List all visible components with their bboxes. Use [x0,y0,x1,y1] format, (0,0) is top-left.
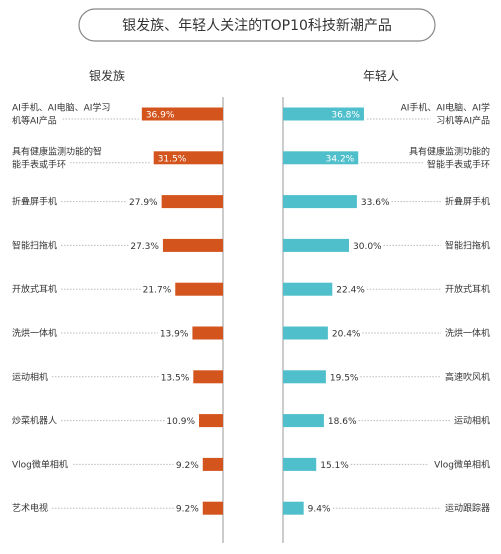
silver-category-10: 艺术电视 [12,502,48,514]
silver-category-2: 具有健康监测功能的智能手表或手环 [12,145,102,170]
silver-bar-3 [161,195,223,209]
young-bar-4 [283,238,349,252]
silver-value-label-10: 9.2% [176,505,199,515]
young-category-10: 运动跟踪器 [445,502,490,514]
young-bar-1 [283,107,364,121]
young-category-2: 具有健康监测功能的智能手表或手环 [409,145,490,170]
silver-value-label-5: 21.7% [143,286,172,296]
silver-bar-10 [202,501,223,515]
silver-bar-4 [162,238,223,252]
silver-value-label-6: 13.9% [160,330,189,340]
young-category-1: AI手机、AI电脑、AI学习机等AI产品 [401,102,490,127]
young-value-label-4: 30.0% [353,242,382,252]
young-bar-8 [283,414,324,428]
young-value-label-9: 15.1% [320,461,349,471]
silver-header: 银发族 [89,68,125,83]
young-category-3: 折叠屏手机 [445,196,490,208]
silver-category-9: Vlog微单相机 [12,458,68,470]
chart-title: 银发族、年轻人关注的TOP10科技新潮产品 [122,18,392,34]
young-bar-7 [283,370,326,384]
young-value-label-1: 36.8% [331,111,360,121]
young-bar-9 [283,457,317,471]
silver-bar-6 [192,326,223,340]
young-bar-10 [283,501,304,515]
silver-category-6: 洗烘一体机 [12,327,57,339]
young-bar-5 [283,282,333,296]
silver-value-label-1: 36.9% [146,111,175,121]
young-bar-3 [283,195,357,209]
silver-category-7: 运动相机 [12,371,48,383]
young-category-6: 洗烘一体机 [445,327,490,339]
silver-bar-9 [202,457,223,471]
silver-bar-7 [193,370,223,384]
young-value-label-3: 33.6% [361,198,390,208]
silver-value-label-9: 9.2% [176,461,199,471]
young-category-8: 运动相机 [454,415,490,427]
young-value-label-6: 20.4% [332,330,361,340]
silver-value-label-3: 27.9% [129,198,158,208]
silver-category-4: 智能扫拖机 [12,239,57,251]
young-value-label-8: 18.6% [328,417,357,427]
silver-bar-2 [153,151,223,165]
title-frame [78,8,436,42]
young-category-4: 智能扫拖机 [445,239,490,251]
young-bar-2 [283,151,359,165]
young-bar-6 [283,326,328,340]
young-value-label-7: 19.5% [330,373,359,383]
young-category-7: 高速吹风机 [445,371,490,383]
young-header: 年轻人 [363,69,399,83]
young-value-label-5: 22.4% [336,286,365,296]
silver-category-3: 折叠屏手机 [12,196,57,208]
silver-category-5: 开放式耳机 [12,283,57,295]
silver-category-1: AI手机、AI电脑、AI学习机等AI产品 [12,102,110,127]
silver-value-label-8: 10.9% [166,417,195,427]
young-value-label-10: 9.4% [308,505,331,515]
young-category-9: Vlog微单相机 [434,458,490,470]
silver-bar-1 [141,107,223,121]
silver-value-label-2: 31.5% [158,154,187,164]
silver-bar-5 [175,282,223,296]
silver-bar-8 [199,414,223,428]
chart-marks: AI手机、AI电脑、AI学习机等AI产品 36.9% 具有健康监测功能的智能手表或手… [12,102,490,515]
young-category-5: 开放式耳机 [445,283,490,295]
silver-value-label-4: 27.3% [130,242,159,252]
young-value-label-2: 34.2% [326,154,355,164]
silver-value-label-7: 13.5% [161,373,190,383]
silver-category-8: 炒菜机器人 [12,415,57,427]
